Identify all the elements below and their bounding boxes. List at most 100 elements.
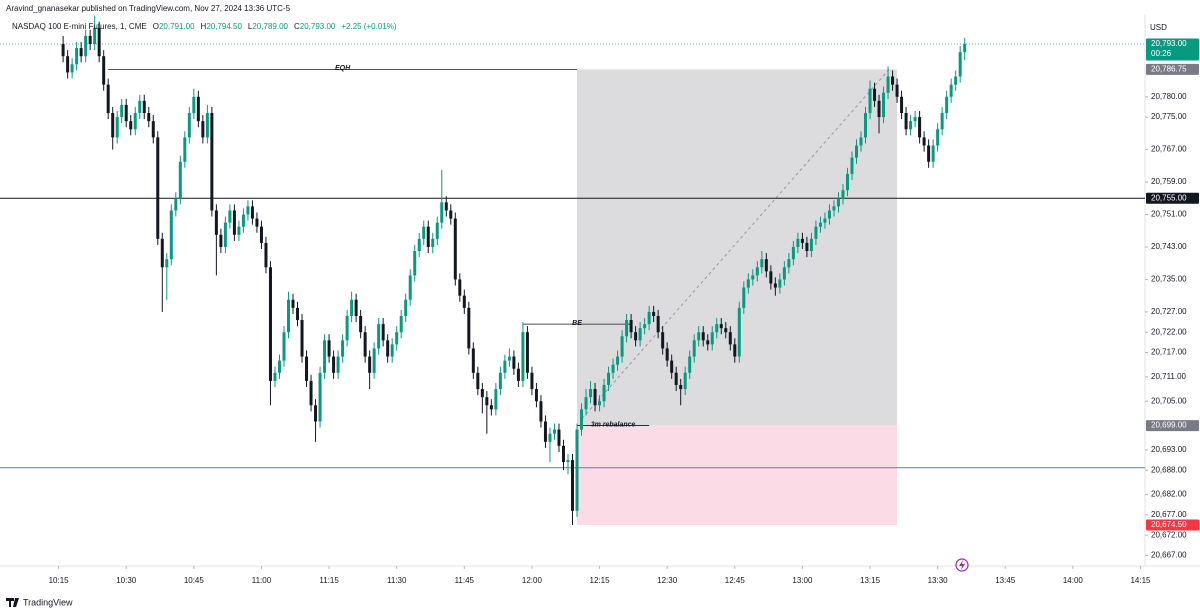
candle-body — [426, 226, 430, 247]
brand-logo — [6, 598, 19, 607]
candle-body — [223, 222, 227, 247]
candle-body — [377, 324, 381, 349]
candle-body — [814, 226, 818, 239]
y-tick-label: 20,705.00 — [1151, 396, 1187, 405]
candle-body — [548, 433, 552, 442]
candle-body — [453, 218, 457, 280]
candle-body — [940, 113, 944, 130]
candle-body — [219, 234, 223, 247]
candle-body — [300, 320, 304, 357]
candle-body — [404, 299, 408, 316]
candle-body — [665, 348, 669, 361]
legend-value: 20,789.00 — [252, 22, 288, 31]
candle-body — [800, 238, 804, 243]
level-label: EQH — [335, 65, 351, 72]
symbol: NASDAQ 100 E-mini Futures, 1, CME — [12, 22, 147, 31]
candle-body — [318, 372, 322, 422]
candle-body — [431, 238, 435, 247]
candle-body — [904, 113, 908, 130]
candle-body — [232, 210, 236, 235]
price-label: 20,755.00 — [1151, 193, 1187, 202]
candle-body — [674, 372, 678, 385]
candle-body — [796, 238, 800, 247]
candle-body — [435, 222, 439, 239]
candle-body — [205, 113, 209, 138]
candle-body — [75, 48, 79, 65]
candle-body — [945, 96, 949, 114]
candle-body — [854, 145, 858, 158]
candle-body — [859, 137, 863, 146]
price-label-bg — [1146, 519, 1199, 531]
candle-body — [769, 271, 773, 284]
candle-body — [106, 84, 110, 114]
candle-body — [214, 210, 218, 235]
y-tick-label: 20,711.00 — [1151, 372, 1187, 381]
candle-body — [70, 64, 74, 73]
candle-body — [246, 206, 250, 215]
candle-body — [350, 299, 354, 316]
candle-body — [557, 429, 561, 446]
candle-body — [174, 198, 178, 211]
x-tick-label: 10:45 — [184, 576, 205, 585]
candle-body — [264, 242, 268, 268]
candle-body — [341, 340, 345, 357]
candle-body — [336, 356, 340, 373]
candle-body — [598, 401, 602, 406]
candle-body — [589, 389, 593, 398]
candle-body — [724, 328, 728, 333]
x-tick-label: 10:30 — [116, 576, 137, 585]
candle-body — [625, 320, 629, 337]
candle-body — [661, 332, 665, 349]
candle-body — [417, 238, 421, 252]
candle-body — [525, 332, 529, 373]
candle-body — [580, 409, 584, 430]
candle-body — [395, 332, 399, 345]
price-label: 20,793.00 — [1151, 39, 1187, 48]
candle-body — [363, 332, 367, 357]
x-tick-label: 11:15 — [319, 576, 339, 585]
candle-body — [900, 96, 904, 114]
candle-body — [142, 100, 146, 114]
candle-body — [422, 226, 426, 239]
candle-body — [476, 372, 480, 390]
candle-body — [719, 324, 723, 329]
candle-body — [958, 52, 962, 77]
candle-body — [891, 76, 895, 85]
candle-body — [413, 251, 417, 276]
candle-body — [97, 27, 101, 57]
candle-body — [183, 137, 187, 162]
candle-body — [305, 356, 309, 381]
countdown: 00:26 — [1151, 49, 1172, 58]
y-tick-label: 20,775.00 — [1151, 112, 1187, 121]
y-tick-label: 20,717.00 — [1151, 348, 1187, 357]
candle-body — [386, 340, 390, 357]
candle-body — [255, 218, 259, 227]
plot: EQH BE 3m rebalance — [0, 15, 1145, 526]
candle-body — [115, 117, 119, 138]
candle-body — [845, 173, 849, 191]
candle-body — [652, 311, 656, 316]
candle-body — [151, 121, 155, 138]
y-tick-label: 20,759.00 — [1151, 177, 1187, 186]
candle-body — [607, 372, 611, 385]
legend-value: 20,794.50 — [206, 22, 242, 31]
candle-body — [611, 364, 615, 373]
candle-body — [742, 287, 746, 308]
candle-body — [823, 218, 827, 223]
candle-body — [309, 380, 313, 406]
level-label: 3m rebalance — [591, 421, 636, 428]
candle-body — [602, 384, 606, 402]
candle-body — [399, 315, 403, 333]
candle-body — [737, 307, 741, 357]
candle-body — [102, 56, 106, 85]
candle-body — [93, 27, 97, 45]
y-tick-label: 20,727.00 — [1151, 307, 1187, 316]
x-tick-label: 13:15 — [860, 576, 881, 585]
candle-body — [616, 356, 620, 365]
candle-body — [931, 145, 935, 162]
candle-body — [156, 137, 160, 239]
candle-body — [827, 210, 831, 219]
candle-body — [701, 332, 705, 341]
